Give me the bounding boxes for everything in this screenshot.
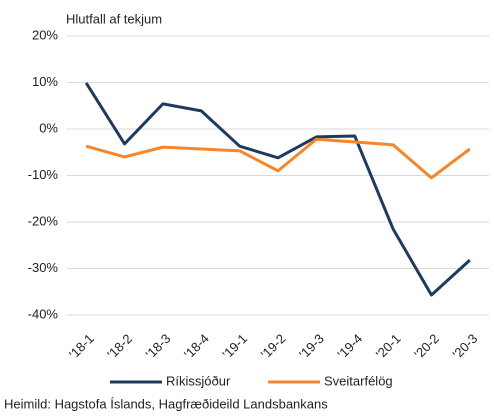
y-tick-label: -40%: [28, 306, 59, 321]
series-line: [84, 82, 471, 297]
x-tick-label: '19-1: [219, 331, 250, 362]
x-tick-label: '20-3: [450, 331, 481, 362]
x-tick-label: '20-1: [373, 331, 404, 362]
y-tick-label: -30%: [28, 260, 59, 275]
x-tick-label: '18-1: [66, 331, 97, 362]
x-tick-label: '19-3: [296, 331, 327, 362]
x-tick-label: '18-3: [143, 331, 174, 362]
y-tick-label: -10%: [28, 167, 59, 182]
x-tick-label: '19-2: [258, 331, 289, 362]
source-note: Heimild: Hagstofa Íslands, Hagfræðideild…: [4, 396, 328, 411]
chart-subtitle: Hlutfall af tekjum: [66, 11, 162, 26]
x-tick-label: '20-2: [411, 331, 442, 362]
y-tick-label: -20%: [28, 213, 59, 228]
y-tick-label: 0%: [39, 120, 58, 135]
series-line: [85, 137, 471, 180]
x-tick-label: '18-2: [104, 331, 135, 362]
legend-label: Sveitarfélög: [324, 373, 393, 388]
y-tick-label: 20%: [32, 27, 58, 42]
x-tick-label: '18-4: [181, 331, 212, 362]
x-tick-label: '19-4: [335, 331, 366, 362]
legend-label: Ríkissjóður: [166, 373, 231, 388]
y-tick-label: 10%: [32, 74, 58, 89]
